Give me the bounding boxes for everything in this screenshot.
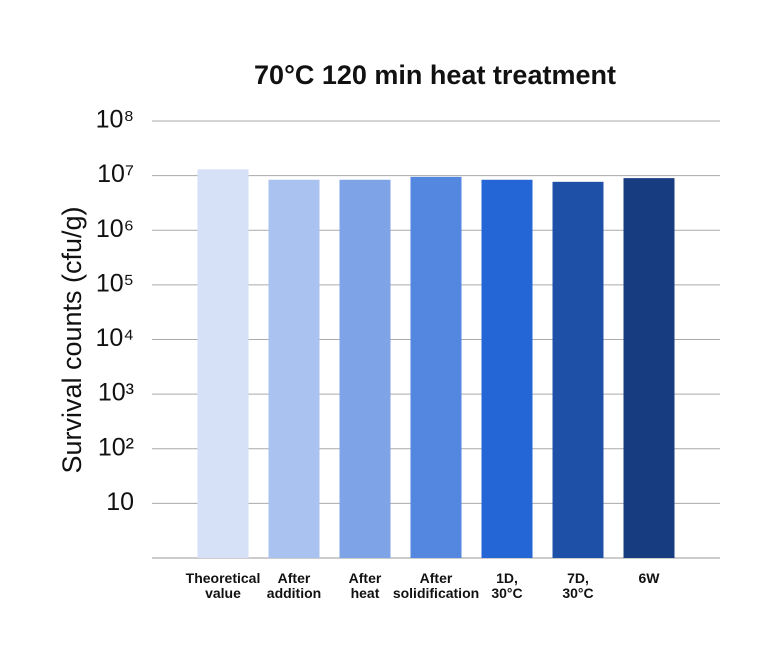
x-tick-label-line: solidification <box>393 585 479 601</box>
x-tick-label-line: Theoretical <box>186 570 261 586</box>
x-tick-label: 1D, 30°C <box>491 570 522 601</box>
x-tick-label: 7D, 30°C <box>562 570 593 601</box>
x-tick-label: 6W <box>639 570 661 586</box>
x-tick-label: After addition <box>267 570 321 601</box>
x-tick-label-line: 1D, <box>496 570 518 586</box>
bar <box>197 169 249 558</box>
x-tick-label-line: After <box>349 570 382 586</box>
y-tick-label: 10⁸ <box>96 106 134 134</box>
x-tick-label-line: After <box>420 570 453 586</box>
x-tick-label: After heat <box>349 570 382 601</box>
y-axis-label: Survival counts (cfu/g) <box>57 206 87 473</box>
x-tick-label-line: 7D, <box>567 570 589 586</box>
y-tick-label: 10⁶ <box>96 215 134 243</box>
x-tick-label-line: addition <box>267 585 321 601</box>
bar <box>552 181 604 558</box>
x-tick-label-line: 30°C <box>562 585 593 601</box>
bar <box>268 179 320 559</box>
y-tick-label: 10⁷ <box>97 160 134 188</box>
x-tick-label-line: 6W <box>639 570 661 586</box>
chart-title: 70°C 120 min heat treatment <box>254 60 616 90</box>
y-tick-label: 10⁵ <box>96 269 134 297</box>
x-tick-label-line: After <box>278 570 311 586</box>
bar <box>339 179 391 559</box>
x-tick-label: After solidification <box>393 570 479 601</box>
x-tick-label-line: value <box>205 585 241 601</box>
y-tick-label: 10² <box>98 433 134 461</box>
x-tick-label-line: heat <box>351 585 380 601</box>
y-tick-label: 10⁴ <box>95 324 134 352</box>
x-tick-label: Theoretical value <box>186 570 261 601</box>
bar <box>481 179 533 559</box>
x-tick-label-line: 30°C <box>491 585 522 601</box>
y-tick-label: 10³ <box>98 379 134 407</box>
y-tick-label: 10 <box>106 488 134 516</box>
bar <box>623 178 675 558</box>
bar <box>410 176 462 558</box>
